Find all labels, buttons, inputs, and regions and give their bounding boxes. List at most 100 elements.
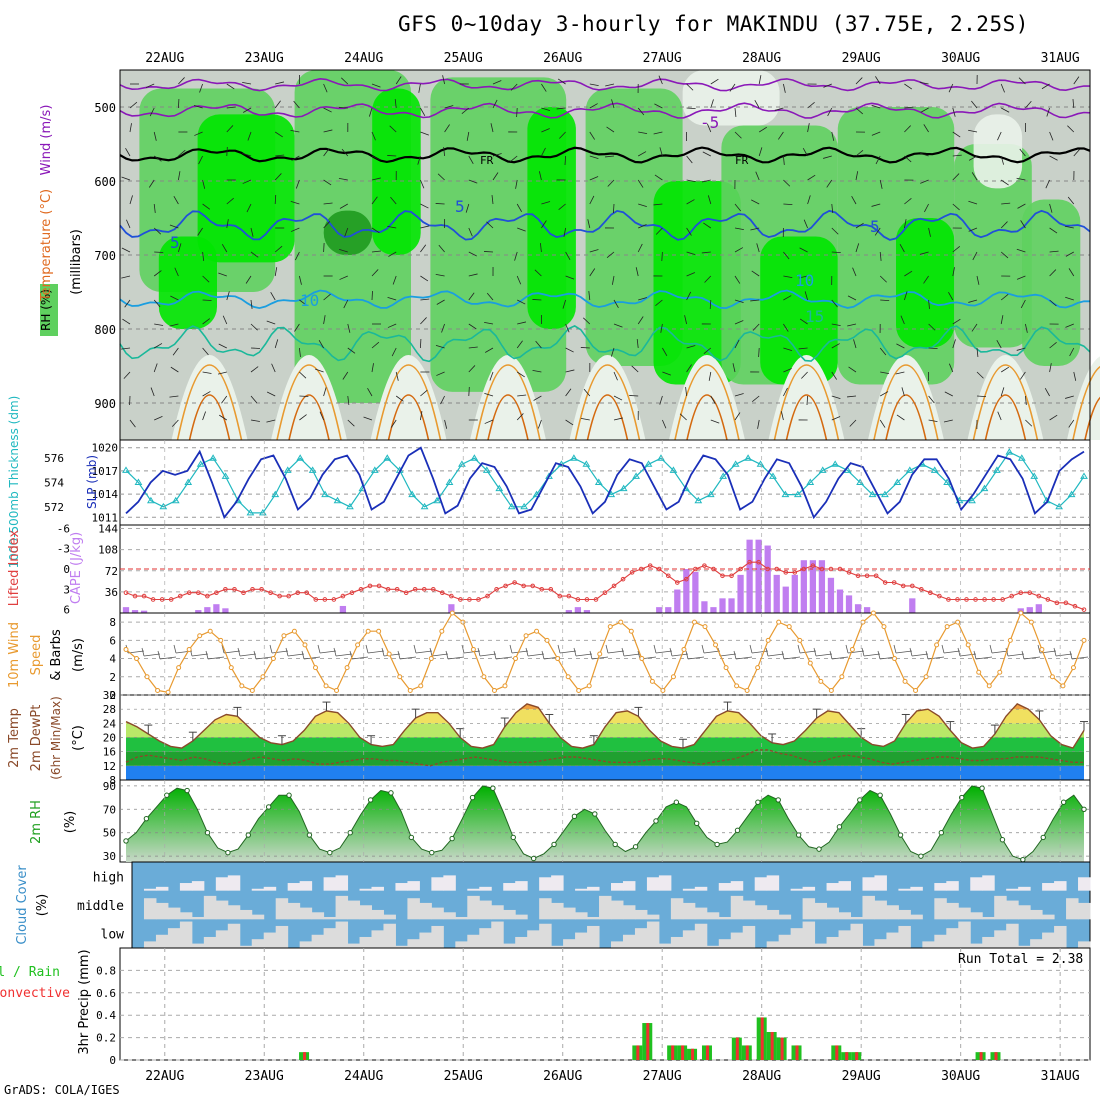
li-point (991, 597, 996, 602)
wind-barb (420, 179, 425, 189)
wind-barb (734, 275, 741, 284)
wind-barb (783, 155, 785, 165)
wind-speed-point (776, 619, 782, 625)
wind-barb (202, 179, 206, 189)
cloud-mid-gap (227, 905, 241, 920)
wind-barb (461, 107, 470, 115)
wind-barb (751, 199, 760, 205)
wind-speed-point (660, 687, 666, 693)
li-point (1081, 607, 1087, 612)
cloud-low-gap (766, 941, 780, 948)
li-point (765, 566, 770, 572)
li-point (855, 573, 861, 579)
wind-barb (807, 195, 811, 205)
wind-barb (758, 126, 768, 133)
wind-barb (976, 371, 984, 379)
cloud-low-gap (359, 936, 372, 948)
wind-barb (565, 419, 574, 426)
wind-barb (266, 391, 276, 397)
thickness-point (831, 460, 840, 467)
wind-speed-point (1081, 637, 1087, 643)
cloud-low-gap (587, 925, 600, 948)
wind-barb (781, 650, 785, 660)
wind-barb (323, 202, 333, 205)
wind-barb (804, 291, 808, 301)
wind-barb (194, 131, 203, 136)
li-point (819, 566, 825, 572)
wind-barb (755, 171, 760, 181)
dry-dome (768, 355, 845, 440)
wind-barb (371, 196, 378, 205)
rh-point (225, 849, 231, 856)
cloud-mid-gap (215, 900, 229, 920)
wind-barb (541, 650, 545, 660)
rh-point (959, 794, 965, 801)
li-point (385, 587, 391, 592)
cloud-high-gap (826, 883, 840, 891)
cloud-mid-gap (1066, 898, 1079, 920)
thickness-point (1080, 472, 1088, 479)
wind-barb (417, 155, 421, 165)
cape-bar (719, 598, 726, 613)
thickness-point (594, 478, 603, 485)
wind-speed-point (691, 619, 697, 625)
cloud-mid-gap (383, 914, 396, 920)
wind-barb (855, 243, 860, 253)
wind-barb (510, 83, 518, 91)
wind-barb (517, 299, 526, 305)
contour-label: 15 (805, 307, 824, 326)
rh-point (306, 832, 313, 838)
ylabel-rh-unit: (%) (63, 811, 78, 834)
slp-tick-label: 1017 (92, 465, 119, 478)
wind-barb (991, 650, 1009, 654)
wind-barb (831, 371, 837, 380)
cape-bar (827, 577, 835, 613)
wind-barb (831, 227, 839, 235)
cape-bar (692, 571, 699, 613)
wind-barb (701, 251, 711, 254)
cloud-high-gap (682, 888, 696, 891)
wind-barb (250, 366, 259, 373)
wind-barb (686, 155, 693, 164)
cloud-mid-gap (862, 895, 875, 920)
y-tick-label: 600 (94, 175, 116, 189)
rh-point (734, 827, 741, 834)
wind-barb (444, 105, 454, 109)
thickness-tick-label: 574 (44, 477, 64, 490)
ylabel-total-rain: Total / Rain (0, 965, 60, 980)
cloud-high-gap (790, 888, 804, 891)
cloud-high-gap (1018, 886, 1031, 891)
wind-speed-point (449, 610, 455, 616)
wind-barb (613, 417, 623, 421)
cloud-low-gap (539, 923, 552, 948)
date-label-top: 31AUG (1041, 51, 1080, 66)
wind-barb (395, 395, 404, 402)
wind-barb (589, 249, 599, 253)
cloud-mid-gap (934, 898, 947, 920)
wind-barb (535, 340, 542, 349)
cloud-high-gap (622, 881, 636, 891)
wind-barb (351, 656, 369, 660)
thickness-point (669, 466, 678, 473)
cloud-high-gap (970, 877, 983, 891)
wind-barb (686, 291, 692, 301)
li-point (449, 593, 454, 599)
wind-barb (285, 647, 289, 657)
rh-region (527, 107, 576, 329)
rh-line (125, 785, 1085, 861)
wind-barb (141, 647, 145, 657)
cloud-mid-gap (994, 895, 1007, 920)
wind-barb (468, 346, 478, 349)
wind-barb (896, 414, 905, 421)
li-point (828, 566, 834, 572)
wind-speed-point (355, 642, 361, 648)
cape-bar (818, 560, 826, 613)
cloud-low-gap (227, 923, 241, 948)
cape-bar (909, 598, 916, 613)
wind-barb (636, 339, 639, 349)
wind-barb (1049, 155, 1058, 161)
thickness-point (644, 460, 653, 467)
wind-barb (802, 147, 808, 157)
wind-barb (783, 179, 791, 187)
wind-barb (749, 644, 753, 654)
